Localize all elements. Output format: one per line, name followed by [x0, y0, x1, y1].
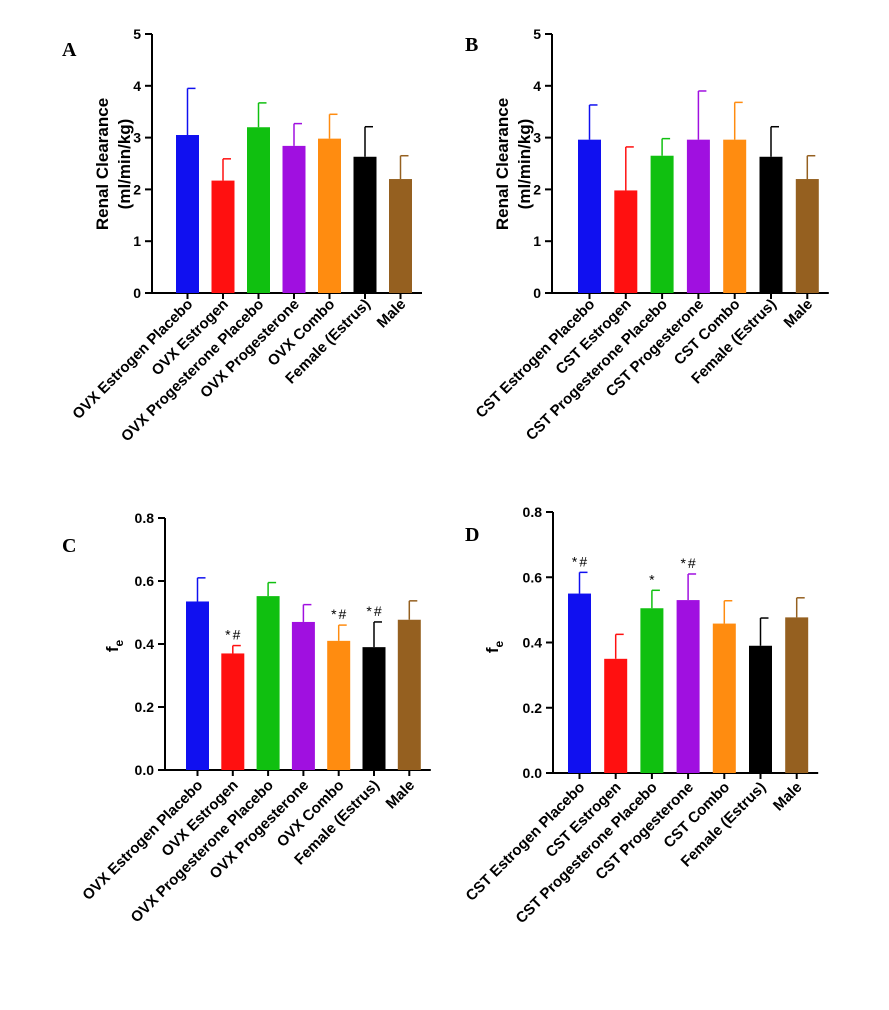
significance-marker: *	[649, 571, 656, 587]
y-tick-label: 4	[533, 78, 541, 94]
bar	[211, 180, 235, 293]
x-tick-label: Male	[781, 296, 817, 332]
bar	[221, 653, 245, 770]
panel-letter: D	[465, 524, 479, 546]
bar	[397, 619, 421, 770]
bar	[723, 139, 747, 293]
bar	[327, 640, 351, 770]
x-tick-label: CST Progesterone Placebo	[523, 296, 671, 444]
y-axis-title-main: f	[103, 646, 122, 652]
bar	[640, 608, 664, 773]
bar	[749, 645, 772, 773]
y-tick-label: 0.2	[135, 699, 155, 715]
y-tick-label: 4	[133, 78, 141, 94]
bar	[389, 179, 412, 293]
y-axis-title-line2: (ml/min/kg)	[115, 119, 134, 210]
significance-marker: *#	[225, 627, 242, 643]
bar	[291, 621, 315, 770]
y-tick-label: 0.8	[135, 510, 155, 526]
y-tick-label: 1	[133, 233, 141, 249]
y-tick-label: 5	[533, 26, 541, 42]
y-tick-label: 1	[533, 233, 541, 249]
bar	[650, 155, 674, 293]
y-tick-label: 0.0	[523, 765, 543, 781]
bar	[676, 600, 700, 773]
bar	[247, 127, 270, 294]
y-tick-label: 0.6	[523, 569, 543, 585]
y-tick-label: 0.6	[135, 573, 155, 589]
panel-letter: B	[465, 34, 478, 56]
significance-marker: *#	[366, 603, 383, 619]
x-tick-label: CST Progesterone Placebo	[513, 779, 661, 927]
bar	[176, 135, 199, 293]
y-axis-title-subscript: e	[112, 640, 126, 647]
y-tick-label: 0.4	[135, 636, 155, 652]
significance-marker: *#	[680, 555, 697, 571]
y-axis-title-line1: Renal Clearance	[493, 98, 512, 230]
bar	[759, 156, 783, 293]
bar	[604, 658, 628, 773]
significance-marker: *#	[331, 606, 348, 622]
panel-letter: C	[62, 535, 76, 557]
bar	[795, 179, 819, 293]
bar	[614, 190, 638, 293]
bar	[256, 596, 280, 770]
y-tick-label: 0	[533, 285, 541, 301]
x-tick-label: OVX Progesterone Placebo	[118, 296, 267, 445]
y-tick-label: 3	[133, 130, 141, 146]
bar	[785, 617, 809, 773]
y-axis-title-main: f	[483, 647, 502, 653]
bar	[578, 139, 601, 293]
y-axis-title-line2: (ml/min/kg)	[515, 119, 534, 210]
bar	[362, 647, 386, 770]
y-tick-label: 0	[133, 285, 141, 301]
y-tick-label: 2	[133, 181, 141, 197]
x-tick-label: OVX Progesterone Placebo	[128, 777, 277, 926]
y-axis-title: Renal Clearance (ml/min/kg)	[493, 98, 534, 230]
bar	[318, 138, 341, 293]
y-tick-label: 3	[533, 130, 541, 146]
bar	[712, 623, 736, 773]
x-tick-label: Male	[770, 779, 806, 815]
x-tick-label: Male	[383, 777, 419, 813]
bar	[568, 593, 591, 773]
y-axis-title-subscript: e	[492, 641, 506, 648]
y-tick-label: 0.0	[135, 762, 155, 778]
bar	[353, 156, 377, 293]
y-tick-label: 0.2	[523, 700, 543, 716]
y-axis-title: fe	[103, 640, 126, 653]
panel-letter: A	[62, 39, 77, 61]
y-tick-label: 0.8	[523, 504, 543, 520]
bar	[282, 145, 306, 293]
x-tick-label: Male	[374, 296, 410, 332]
bar	[686, 139, 710, 293]
y-axis-title: fe	[483, 641, 506, 654]
y-tick-label: 0.4	[523, 635, 543, 651]
y-tick-label: 2	[533, 181, 541, 197]
y-tick-label: 5	[133, 26, 141, 42]
y-axis-title: Renal Clearance (ml/min/kg)	[93, 98, 134, 230]
y-axis-title-line1: Renal Clearance	[93, 98, 112, 230]
significance-marker: *#	[572, 553, 589, 569]
bar	[186, 601, 209, 770]
